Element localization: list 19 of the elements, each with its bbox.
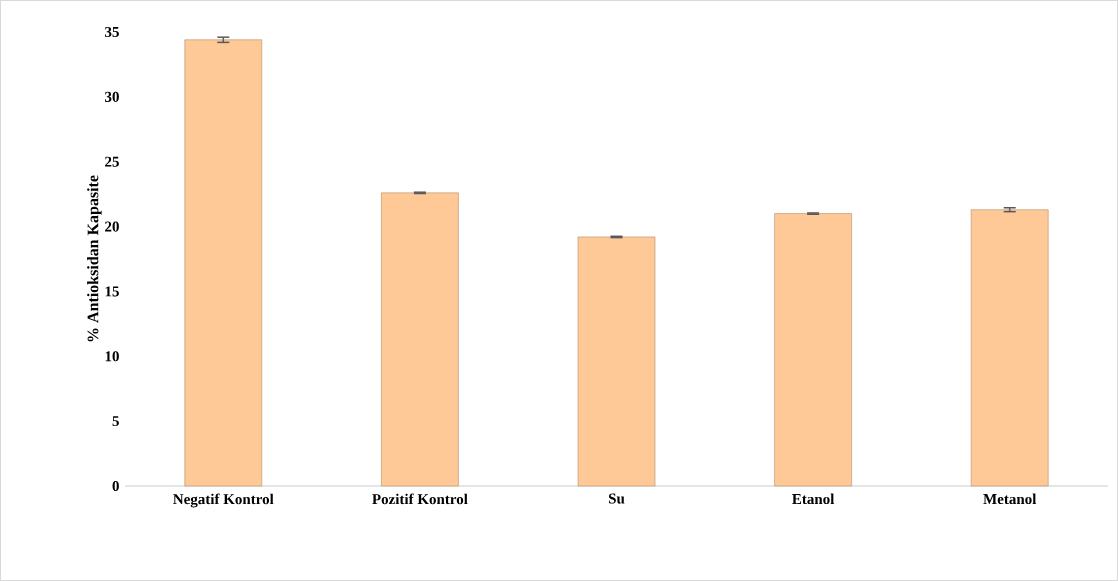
- x-tick-label: Su: [608, 493, 625, 504]
- y-tick-label: 5: [112, 416, 119, 427]
- x-tick-label: Pozitif Kontrol: [372, 493, 468, 505]
- y-tick-label: 35: [105, 26, 119, 38]
- bar: [184, 39, 263, 487]
- x-tick-label: Etanol: [792, 493, 835, 505]
- x-tick-label: Negatif Kontrol: [173, 493, 274, 508]
- y-axis-title: % Antioksidan Kapasite: [87, 175, 102, 342]
- y-tick-label: 25: [105, 156, 119, 167]
- bar: [774, 213, 852, 487]
- y-tick-label: 15: [105, 286, 119, 297]
- x-tick-label: Metanol: [983, 493, 1037, 505]
- bar: [577, 236, 656, 487]
- y-tick-label: 30: [105, 91, 119, 102]
- bar: [970, 209, 1049, 487]
- y-tick-label: 0: [112, 480, 119, 492]
- y-tick-label: 10: [105, 351, 119, 362]
- bar: [381, 192, 459, 487]
- y-tick-label: 20: [105, 221, 119, 232]
